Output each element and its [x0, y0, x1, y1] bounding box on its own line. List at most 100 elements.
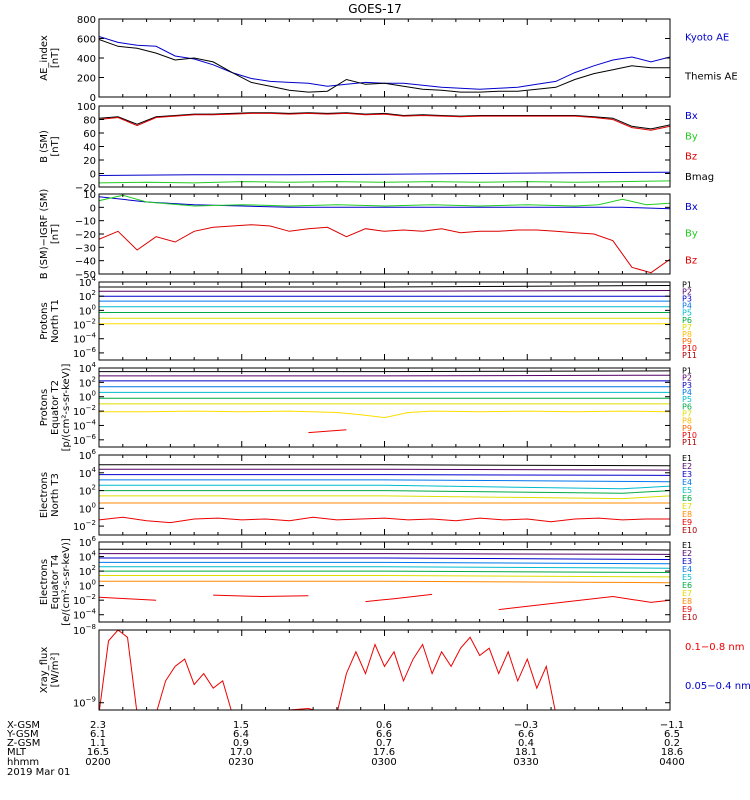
panel-series: [99, 36, 670, 93]
y-tick-label-base: 10: [73, 421, 86, 432]
legend-label: Bz: [685, 255, 697, 266]
y-axis-title: [nT]: [50, 48, 61, 68]
legend-label: P2: [682, 374, 692, 383]
plot-title: GOES-17: [348, 2, 402, 16]
legend-label: E3: [682, 557, 692, 566]
series-bmag: [99, 112, 670, 130]
y-axis-title: Electrons: [39, 472, 50, 518]
legend-label: P1: [682, 366, 692, 375]
y-tick-label-base: 10: [73, 626, 86, 637]
y-axis-title: [nT]: [50, 224, 61, 244]
series-e3: [99, 474, 670, 476]
y-tick-label: 60: [83, 129, 96, 140]
y-tick-label-exp: 4: [92, 361, 97, 369]
legend-label: Bz: [685, 152, 697, 163]
footer-value: 0.6: [376, 720, 392, 731]
y-tick-label-exp: −2: [86, 404, 96, 412]
y-tick-label-exp: −8: [86, 623, 96, 631]
y-tick-label-exp: 0: [92, 303, 96, 311]
series-e7: [99, 495, 670, 500]
legend-label: 0.1−0.8 nm: [685, 642, 744, 653]
legend-label: P11: [682, 438, 697, 447]
legend-label: P9: [682, 337, 692, 346]
y-tick-label: 80: [83, 116, 96, 127]
legend-label: E7: [682, 502, 692, 511]
footer-value: 18.6: [661, 747, 683, 758]
series-e5: [99, 566, 670, 569]
legend-label: P3: [682, 381, 692, 390]
footer-value: 1.1: [90, 738, 106, 749]
series-e2: [99, 553, 670, 555]
series-e9: [99, 593, 670, 611]
y-tick-label: 10−6: [73, 433, 97, 447]
y-tick-label: 104: [79, 466, 97, 480]
y-tick-label-exp: 6: [92, 535, 97, 543]
legend-label: E9: [682, 605, 692, 614]
y-tick-label: 100: [77, 102, 96, 113]
legend-label: E5: [682, 573, 692, 582]
footer-value: 6.5: [664, 729, 680, 740]
legend-label: Kyoto AE: [685, 33, 729, 44]
y-tick-label: 200: [77, 74, 96, 85]
y-tick-label-exp: 4: [92, 550, 97, 558]
legend-label: E1: [682, 454, 692, 463]
footer-value: 17.6: [373, 747, 395, 758]
y-tick-label: 102: [79, 289, 96, 303]
panel-2: 100 80 60 40 20 0 −20 B (SM) [nT] Bx By Bz Bmag: [39, 102, 714, 194]
legend-label: E9: [682, 518, 692, 527]
legend-label: P11: [682, 351, 697, 360]
y-tick-label-exp: 2: [92, 289, 96, 297]
panel-series: [99, 370, 670, 434]
y-axis-title: [nT]: [50, 136, 61, 156]
footer-value: 0230: [228, 757, 253, 768]
y-tick-label-base: 10: [73, 611, 86, 622]
y-tick-label: 40: [83, 143, 96, 154]
footer-value: 6.6: [376, 729, 392, 740]
y-tick-label-base: 10: [79, 469, 92, 480]
legend-label: E4: [682, 565, 692, 574]
legend-label: E2: [682, 549, 692, 558]
y-tick-label-base: 10: [79, 553, 92, 564]
y-axis-title: [W/m²]: [50, 652, 61, 687]
y-tick-label: 100: [79, 501, 96, 515]
series-by: [99, 194, 670, 207]
y-axis-title: Protons: [39, 389, 50, 426]
footer-value: 2.3: [90, 720, 106, 731]
y-tick-label: 10−2: [73, 318, 96, 332]
y-tick-label-base: 10: [73, 335, 86, 346]
y-tick-label: 104: [79, 550, 97, 564]
panel-3: 10 0 −10 −20 −30 −40 −50 B (SM)−IGRF (SM) [nT] Bx…: [39, 189, 698, 281]
y-tick-label-base: 10: [73, 407, 86, 418]
y-axis-title: Protons: [39, 302, 50, 339]
series-p8: [99, 410, 670, 419]
panel-series: [99, 548, 670, 611]
y-axis-title: [p/(cm²-s-sr-keV)]: [61, 364, 72, 452]
footer-value: 0.4: [518, 738, 534, 749]
y-tick-label: 106: [79, 535, 97, 549]
legend-label: By: [685, 131, 698, 142]
legend-label: P8: [682, 330, 692, 339]
legend-label: E5: [682, 486, 692, 495]
y-tick-label-exp: 2: [92, 564, 96, 572]
series-0-1-0-8-nm: [99, 630, 556, 710]
y-tick-label-base: 10: [79, 451, 92, 462]
y-tick-label-base: 10: [73, 349, 86, 360]
legend-label: P9: [682, 424, 692, 433]
y-tick-label: −40: [75, 257, 96, 268]
y-tick-label-exp: −2: [86, 519, 96, 527]
footer-row-label: MLT: [7, 747, 27, 758]
y-tick-label: 106: [79, 448, 97, 462]
y-tick-label: −20: [75, 230, 96, 241]
series-e4: [99, 479, 670, 483]
y-tick-label-exp: 2: [92, 484, 96, 492]
y-tick-label-base: 10: [79, 538, 92, 549]
y-axis-title: Electrons: [39, 559, 50, 605]
y-tick-label: 100: [79, 390, 96, 404]
y-tick-label: 10−8: [73, 623, 96, 637]
legend-label: 0.05−0.4 nm: [685, 681, 750, 692]
y-tick-label-exp: −9: [86, 696, 96, 704]
